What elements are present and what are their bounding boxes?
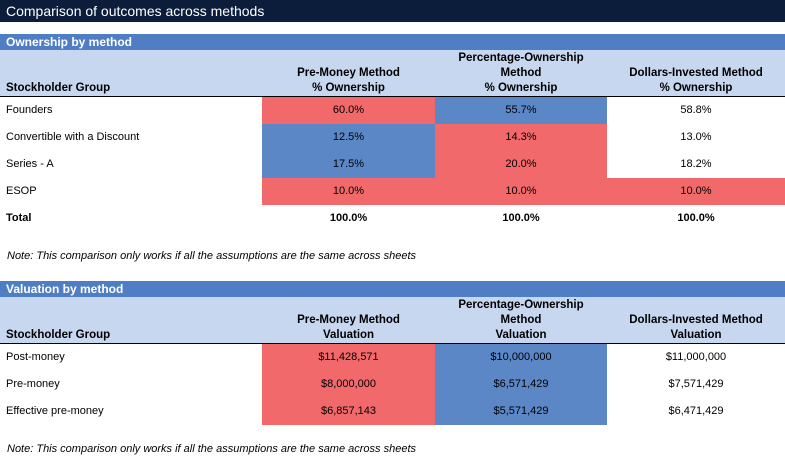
value-cell: $5,571,429 bbox=[435, 397, 607, 425]
value-cell: $8,000,000 bbox=[262, 370, 435, 398]
value-cell: $6,857,143 bbox=[262, 397, 435, 425]
valuation-heading: Valuation by method bbox=[0, 281, 785, 297]
value-cell: $11,428,571 bbox=[262, 343, 435, 371]
value-cell: 100.0% bbox=[677, 212, 715, 224]
table-row: Total 100.0% 100.0% 100.0% bbox=[0, 205, 785, 232]
value-cell: 10.0% bbox=[262, 177, 435, 205]
valuation-col-1-line3: Valuation bbox=[262, 328, 435, 344]
ownership-col-1-line1 bbox=[262, 50, 435, 66]
row-label: Effective pre-money bbox=[6, 405, 104, 417]
valuation-col-2-line3: Valuation bbox=[435, 328, 607, 344]
value-cell: 13.0% bbox=[680, 131, 712, 143]
value-cell: 55.7% bbox=[435, 96, 607, 124]
ownership-col-3-line3: % Ownership bbox=[607, 81, 785, 97]
row-label: Post-money bbox=[6, 351, 65, 364]
table-row: ESOP 10.0% 10.0% 10.0% bbox=[0, 177, 785, 205]
valuation-section: Valuation by method Percentage-Ownership… bbox=[0, 281, 785, 425]
value-cell: 100.0% bbox=[329, 212, 368, 224]
ownership-col-1-line3: % Ownership bbox=[262, 81, 435, 97]
value-cell: 60.0% bbox=[262, 96, 435, 124]
value-cell: $10,000,000 bbox=[435, 343, 607, 371]
valuation-col-3-line2: Dollars-Invested Method bbox=[607, 313, 785, 328]
row-label: Founders bbox=[6, 104, 53, 117]
valuation-col-1-line1 bbox=[262, 297, 435, 313]
row-label: Pre-money bbox=[6, 378, 60, 390]
value-cell: 58.8% bbox=[680, 104, 712, 117]
row-label: Series - A bbox=[6, 158, 54, 170]
value-cell: 20.0% bbox=[435, 150, 607, 178]
valuation-col-3-line3: Valuation bbox=[607, 328, 785, 344]
value-cell: 10.0% bbox=[607, 177, 785, 205]
valuation-col-2-line1: Percentage-Ownership bbox=[435, 297, 607, 313]
valuation-col-1-line2: Pre-Money Method bbox=[262, 313, 435, 328]
value-cell: 10.0% bbox=[435, 177, 607, 205]
table-row: Series - A 17.5% 20.0% 18.2% bbox=[0, 150, 785, 178]
ownership-col-3-line1 bbox=[607, 50, 785, 66]
row-label: ESOP bbox=[6, 185, 37, 197]
value-cell: 12.5% bbox=[262, 123, 435, 151]
table-row: Post-money $11,428,571 $10,000,000 $11,000,… bbox=[0, 343, 785, 371]
page-title: Comparison of outcomes across methods bbox=[0, 0, 785, 22]
value-cell: $7,571,429 bbox=[668, 378, 724, 390]
value-cell: 17.5% bbox=[262, 150, 435, 178]
value-cell: $6,571,429 bbox=[435, 370, 607, 398]
row-label: Convertible with a Discount bbox=[6, 131, 140, 143]
value-cell: 100.0% bbox=[502, 212, 540, 224]
valuation-group-header: Stockholder Group bbox=[0, 328, 262, 344]
value-cell: 14.3% bbox=[435, 123, 607, 151]
value-cell: 18.2% bbox=[680, 158, 712, 170]
ownership-heading: Ownership by method bbox=[0, 34, 785, 50]
ownership-table: Percentage-Ownership Pre-Money Method Me… bbox=[0, 50, 785, 232]
ownership-col-3-line2: Dollars-Invested Method bbox=[607, 66, 785, 81]
ownership-rows: Founders 60.0% 55.7% 58.8% Convertible with … bbox=[0, 96, 785, 232]
valuation-col-3-line1 bbox=[607, 297, 785, 313]
table-row: Convertible with a Discount 12.5% 14.3% 13.… bbox=[0, 123, 785, 151]
row-label: Total bbox=[6, 212, 32, 224]
ownership-col-2-line2: Method bbox=[435, 66, 607, 81]
table-row: Pre-money $8,000,000 $6,571,429 $7,571,429 bbox=[0, 370, 785, 398]
table-row: Founders 60.0% 55.7% 58.8% bbox=[0, 96, 785, 124]
table-row: Effective pre-money $6,857,143 $5,571,429 $… bbox=[0, 397, 785, 425]
valuation-col-2-line2: Method bbox=[435, 313, 607, 328]
value-cell: $6,471,429 bbox=[668, 405, 724, 417]
ownership-col-2-line3: % Ownership bbox=[435, 81, 607, 97]
valuation-note: Note: This comparison only works if all … bbox=[7, 443, 417, 455]
valuation-rows: Post-money $11,428,571 $10,000,000 $11,000,… bbox=[0, 343, 785, 425]
ownership-note: Note: This comparison only works if all … bbox=[7, 250, 417, 262]
ownership-col-1-line2: Pre-Money Method bbox=[262, 66, 435, 81]
ownership-section: Ownership by method Percentage-Ownership… bbox=[0, 34, 785, 232]
value-cell: $11,000,000 bbox=[665, 351, 727, 364]
ownership-col-2-line1: Percentage-Ownership bbox=[435, 50, 607, 66]
ownership-group-header: Stockholder Group bbox=[0, 81, 262, 97]
valuation-table: Percentage-Ownership Pre-Money Method Me… bbox=[0, 297, 785, 425]
